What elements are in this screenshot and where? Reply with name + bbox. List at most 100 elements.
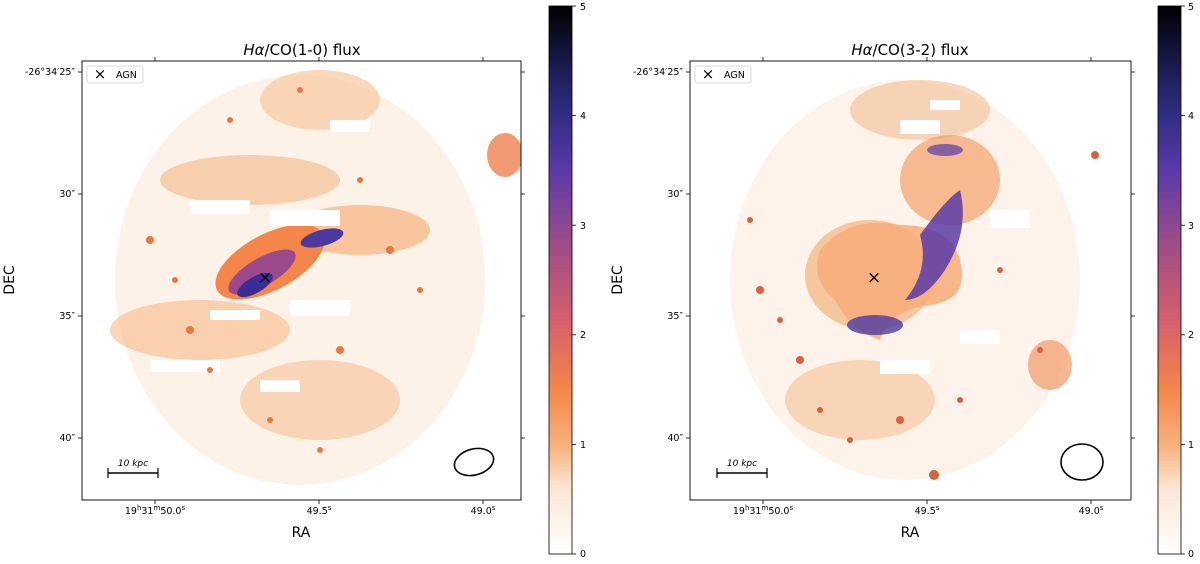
panel-right-xtick-label: 19h31m50.0s — [733, 504, 794, 517]
heat-speck — [847, 437, 853, 443]
heat-blob — [850, 80, 990, 140]
colorbar-tick-label: 3 — [1188, 221, 1194, 232]
heat-speck — [747, 217, 753, 223]
heat-speck — [417, 287, 423, 293]
panel-left-heatmap — [110, 70, 521, 485]
heat-gap — [990, 210, 1030, 228]
heat-speck — [336, 346, 344, 354]
colorbar-bar — [548, 5, 573, 555]
colorbar-tick-label: 5 — [580, 2, 586, 13]
heat-gap — [960, 330, 1000, 344]
panel-left-frame — [81, 60, 522, 501]
panel-right-ytick-label: 35″ — [667, 311, 683, 322]
beam-ellipse — [453, 447, 495, 477]
heat-speck — [777, 317, 783, 323]
beam-ellipse — [1060, 443, 1104, 481]
panel-right: Hα/CO(3-2) flux — [610, 2, 1194, 560]
heat-core — [905, 190, 963, 300]
colorbar-tick-label: 3 — [580, 221, 586, 232]
colorbar-tick-label: 4 — [1188, 111, 1194, 122]
heat-gap — [330, 120, 370, 132]
panel-left-ytick-label: 40″ — [59, 433, 75, 444]
panel-left-title: Hα/CO(1-0) flux — [243, 41, 360, 59]
heat-blob — [240, 360, 400, 440]
colorbar-tick-label: 2 — [1188, 330, 1194, 341]
panel-left-ytick-label: 30″ — [59, 189, 75, 200]
panel-left-xtick-label: 49.5s — [307, 504, 332, 517]
heat-speck — [317, 447, 323, 453]
panel-left-xtick-label: 19h31m50.0s — [125, 504, 186, 517]
panel-left-ytick-label: -26°34′25″ — [25, 67, 76, 78]
heat-gap — [260, 380, 300, 392]
panel-right-heatmap — [730, 80, 1099, 480]
panel-left-colorbar: 0 1 2 3 4 5 — [548, 2, 586, 560]
heat-speck — [172, 277, 178, 283]
legend-agn-marker: × — [702, 65, 715, 83]
panel-left-xtick-label: 49.0s — [471, 504, 496, 517]
panel-right-ylabel: DEC — [610, 265, 626, 295]
heat-speck — [227, 117, 233, 123]
panel-right-xlabel: RA — [901, 525, 920, 541]
heat-speck — [207, 367, 213, 373]
heat-speck — [756, 286, 764, 294]
scalebar-label: 10 kpc — [727, 459, 757, 469]
heat-speck — [796, 356, 804, 364]
panel-right-xtick-label: 49.5s — [915, 504, 940, 517]
heat-speck — [1037, 347, 1043, 353]
heat-core — [927, 144, 963, 156]
panel-right-title: Hα/CO(3-2) flux — [851, 41, 968, 59]
legend-agn-marker: × — [94, 65, 107, 83]
colorbar-tick-label: 4 — [580, 111, 586, 122]
heat-blob — [160, 155, 340, 205]
heat-core — [237, 272, 273, 298]
colorbar-tick-label: 0 — [580, 549, 586, 560]
heat-core — [847, 315, 903, 335]
heat-speck — [817, 407, 823, 413]
heat-blob — [260, 70, 380, 130]
heat-speck — [386, 246, 394, 254]
heat-speck — [267, 417, 273, 423]
heat-gap — [150, 360, 220, 372]
heat-gap — [930, 100, 960, 110]
panel-left-yticks — [78, 71, 525, 439]
heat-blob — [487, 133, 521, 177]
heat-speck — [297, 87, 303, 93]
panel-right-colorbar: 0 1 2 3 4 5 — [1157, 2, 1194, 560]
panel-left-legend: × AGN — [86, 65, 144, 84]
panel-right-ytick-label: -26°34′25″ — [633, 67, 684, 78]
panel-right-yticks — [686, 71, 1135, 439]
heat-gap — [880, 360, 930, 374]
agn-marker: × — [867, 268, 881, 288]
heat-speck — [146, 236, 154, 244]
heat-blob — [900, 135, 1000, 225]
heat-speck — [186, 326, 194, 334]
panel-left-scalebar: 10 kpc — [107, 459, 159, 478]
panel-right-xtick-label: 49.0s — [1079, 504, 1104, 517]
heat-core — [300, 228, 344, 248]
colorbar-bar — [1157, 5, 1182, 555]
heat-gap — [270, 210, 340, 226]
panel-left-ylabel: DEC — [2, 265, 18, 295]
colorbar-tick-label: 1 — [1188, 440, 1194, 451]
colorbar-tick-label: 5 — [1188, 2, 1194, 13]
panel-left-ytick-label: 35″ — [59, 311, 75, 322]
heat-speck — [997, 267, 1003, 273]
legend-agn-label: AGN — [116, 70, 137, 81]
panel-right-ytick-label: 30″ — [667, 189, 683, 200]
colorbar-tick-label: 2 — [580, 330, 586, 341]
heat-speck — [957, 397, 963, 403]
panel-left: Hα/CO(1-0) flux — [2, 2, 586, 560]
heat-gap — [290, 300, 350, 316]
heat-gap — [210, 310, 260, 320]
heat-speck — [896, 416, 904, 424]
colorbar-tick-label: 1 — [580, 440, 586, 451]
panel-right-frame — [689, 60, 1132, 501]
heat-gap — [900, 120, 940, 134]
heat-speck — [1091, 151, 1099, 159]
scalebar-label: 10 kpc — [118, 459, 148, 469]
agn-marker: × — [258, 268, 272, 288]
panel-right-ytick-label: 40″ — [667, 433, 683, 444]
panel-left-xticks — [154, 57, 484, 504]
heat-speck — [357, 177, 363, 183]
